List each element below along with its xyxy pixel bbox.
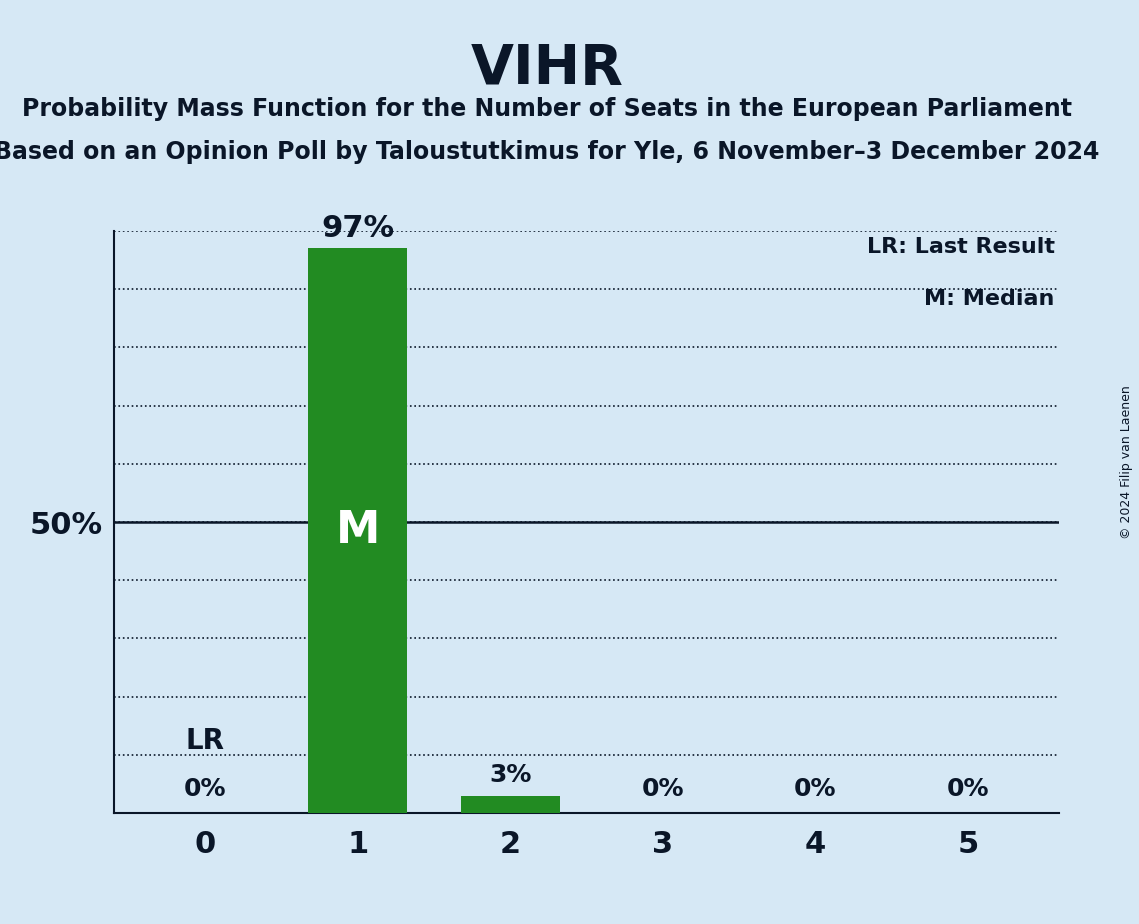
Text: M: M (336, 509, 380, 553)
Text: VIHR: VIHR (470, 42, 623, 95)
Text: 97%: 97% (321, 213, 394, 243)
Text: LR: Last Result: LR: Last Result (867, 237, 1055, 257)
Text: M: Median: M: Median (924, 289, 1055, 310)
Text: 0%: 0% (794, 777, 836, 801)
Text: Probability Mass Function for the Number of Seats in the European Parliament: Probability Mass Function for the Number… (22, 97, 1072, 121)
Text: 0%: 0% (185, 777, 227, 801)
Bar (309, 249, 408, 813)
Bar (461, 796, 560, 813)
Text: Based on an Opinion Poll by Taloustutkimus for Yle, 6 November–3 December 2024: Based on an Opinion Poll by Taloustutkim… (0, 140, 1099, 164)
Text: LR: LR (186, 727, 224, 755)
Text: 0%: 0% (947, 777, 989, 801)
Text: 3%: 3% (489, 763, 532, 787)
Text: 0%: 0% (641, 777, 685, 801)
Text: © 2024 Filip van Laenen: © 2024 Filip van Laenen (1121, 385, 1133, 539)
